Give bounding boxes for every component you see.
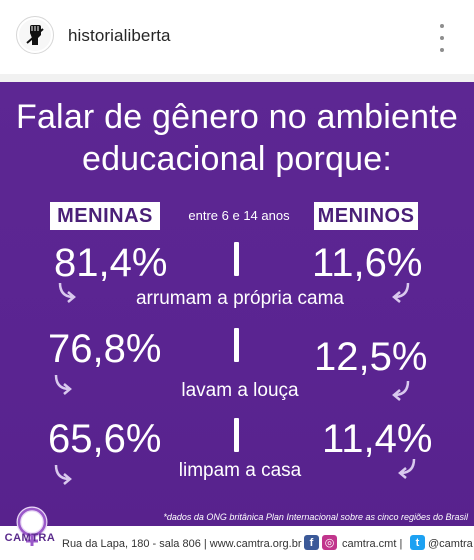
footer-address[interactable]: Rua da Lapa, 180 - sala 806 | www.camtra… xyxy=(62,538,308,550)
girls-label: MENINAS xyxy=(50,202,160,230)
header-divider xyxy=(0,74,474,82)
curved-arrow-left-icon xyxy=(398,458,416,479)
curved-arrow-left-icon xyxy=(392,380,410,401)
logo-text: CAMTRA xyxy=(4,532,56,544)
boys-percentage: 12,5% xyxy=(314,335,428,379)
row-divider xyxy=(234,242,239,276)
activity-label: limpam a casa xyxy=(178,460,302,481)
camtra-logo-icon xyxy=(16,506,48,546)
age-range: entre 6 e 14 anos xyxy=(188,208,290,223)
post-image[interactable]: Falar de gênero no ambiente educacional … xyxy=(0,82,474,560)
more-vertical-icon xyxy=(440,24,444,28)
activity-label: arrumam a própria cama xyxy=(135,288,345,309)
instagram-icon[interactable]: ◎ xyxy=(322,535,337,550)
post-header: historialiberta xyxy=(0,0,474,74)
activity-label: lavam a louça xyxy=(181,380,299,401)
girls-percentage: 81,4% xyxy=(54,241,168,285)
girls-percentage: 76,8% xyxy=(48,327,162,371)
boys-percentage: 11,4% xyxy=(322,417,433,461)
curved-arrow-right-icon xyxy=(58,282,76,303)
infographic-title: Falar de gênero no ambiente educacional … xyxy=(0,96,474,180)
raised-fist-icon xyxy=(19,19,51,51)
boys-label: MENINOS xyxy=(314,202,418,230)
facebook-icon[interactable]: f xyxy=(304,535,319,550)
twitter-icon-wrap: t xyxy=(410,535,425,550)
curved-arrow-right-icon xyxy=(54,374,72,395)
title-line-2: educacional porque: xyxy=(81,140,393,178)
twitter-handle[interactable]: @camtra xyxy=(428,538,473,550)
curved-arrow-left-icon xyxy=(392,282,410,303)
twitter-icon[interactable]: t xyxy=(410,535,425,550)
girls-percentage: 65,6% xyxy=(48,417,162,461)
title-line-1: Falar de gênero no ambiente xyxy=(15,98,459,136)
social-handle[interactable]: camtra.cmt | xyxy=(342,538,403,550)
footer-band xyxy=(0,526,474,560)
footer-icons: f ◎ xyxy=(304,535,337,550)
profile-avatar[interactable] xyxy=(16,16,54,54)
boys-percentage: 11,6% xyxy=(312,241,423,285)
more-options-button[interactable] xyxy=(432,24,452,52)
row-divider xyxy=(234,328,239,362)
row-divider xyxy=(234,418,239,452)
footnote: *dados da ONG britânica Plan Internacion… xyxy=(163,512,468,522)
username[interactable]: historialiberta xyxy=(68,26,171,45)
curved-arrow-right-icon xyxy=(54,464,72,485)
